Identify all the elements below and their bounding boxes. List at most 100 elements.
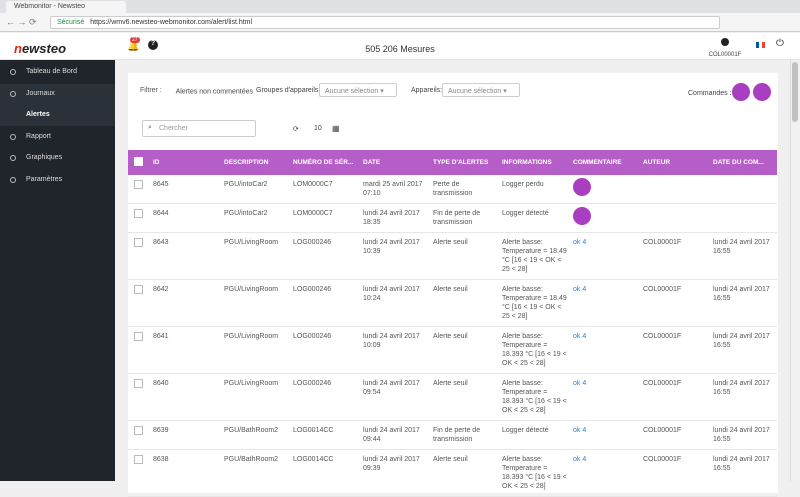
- device-select[interactable]: Aucune sélection ▾: [442, 83, 520, 97]
- cell-description: PGU/LivingRoom: [221, 279, 290, 327]
- menu-item[interactable]: Rapport: [0, 127, 115, 148]
- column-header[interactable]: AUTEUR: [640, 150, 710, 175]
- cell-id: 8640: [150, 373, 221, 421]
- device-select-value: Aucune sélection: [448, 88, 502, 95]
- cell-date: lundi 24 avril 2017 09:39: [360, 449, 430, 497]
- row-select[interactable]: [128, 203, 150, 233]
- cell-serial: LOG000246: [290, 326, 360, 374]
- sidebar: Tableau de Bord Journaux Alertes Rapport Gra…: [0, 60, 115, 481]
- checkbox[interactable]: [134, 285, 143, 294]
- bell-icon[interactable]: 🔔: [127, 41, 140, 52]
- comment-link[interactable]: ok 4: [570, 232, 640, 280]
- checkbox[interactable]: [134, 426, 143, 435]
- row-select[interactable]: [128, 279, 150, 327]
- table-row: 8644 PGU/intoCar2 LOM0000C7 lundi 24 avril …: [128, 203, 777, 233]
- page-size[interactable]: 10: [314, 125, 322, 132]
- cell-info: Alerte basse: Temperature = 18.49 °C [16…: [499, 279, 570, 327]
- checkbox[interactable]: [134, 180, 143, 189]
- menu-item[interactable]: Graphiques: [0, 148, 115, 169]
- column-header[interactable]: COMMENTAIRE: [570, 150, 640, 175]
- checkbox[interactable]: [134, 379, 143, 388]
- cell-author: COL00001F: [640, 279, 710, 327]
- comment-link[interactable]: ok 4: [570, 420, 640, 450]
- comment-link[interactable]: ok 4: [570, 449, 640, 497]
- comment-link[interactable]: ok 4: [570, 326, 640, 374]
- cell-date: mardi 25 avril 2017 07:10: [360, 175, 430, 204]
- cell-serial: LOG000246: [290, 232, 360, 280]
- group-select[interactable]: Aucune sélection ▾: [319, 83, 397, 97]
- row-select[interactable]: [128, 373, 150, 421]
- cell-type: Alerte seuil: [430, 279, 499, 327]
- empty-cell: [710, 203, 777, 233]
- edit-button[interactable]: [573, 178, 591, 196]
- table-row: 8638 PGU/BathRoom2 LOG0014CC lundi 24 avril…: [128, 449, 777, 497]
- cell-id: 8642: [150, 279, 221, 327]
- logo[interactable]: newsteo: [14, 41, 67, 56]
- search-placeholder: Chercher: [159, 125, 188, 132]
- checkbox[interactable]: [134, 238, 143, 247]
- refresh-button[interactable]: ⟳: [293, 126, 299, 133]
- measures-count: 505 206 Mesures: [365, 44, 435, 54]
- cell-comment-date: lundi 24 avril 2017 16:55: [710, 373, 777, 421]
- scrollbar-thumb[interactable]: [792, 62, 798, 122]
- menu-label: Journaux: [26, 89, 55, 97]
- row-select[interactable]: [128, 326, 150, 374]
- command-button[interactable]: [732, 83, 750, 101]
- row-select[interactable]: [128, 232, 150, 280]
- menu-item[interactable]: Alertes: [0, 105, 115, 126]
- select-all[interactable]: [128, 150, 150, 175]
- column-header[interactable]: TYPE D'ALERTES: [430, 150, 499, 175]
- browser-tab[interactable]: Webmonitor - Newsteo: [6, 1, 126, 13]
- column-header[interactable]: DESCRIPTION: [221, 150, 290, 175]
- scrollbar[interactable]: [790, 60, 800, 481]
- cell-description: PGU/intoCar2: [221, 203, 290, 233]
- column-header[interactable]: ID: [150, 150, 221, 175]
- row-select[interactable]: [128, 175, 150, 204]
- cell-author: COL00001F: [640, 232, 710, 280]
- help-icon[interactable]: ?: [148, 40, 158, 50]
- column-header[interactable]: NUMÉRO DE SÉR...: [290, 150, 360, 175]
- cell-author: COL00001F: [640, 420, 710, 450]
- flag[interactable]: [756, 42, 765, 48]
- menu-label: Tableau de Bord: [26, 68, 77, 75]
- menu-item[interactable]: Paramètres: [0, 170, 115, 191]
- table-row: 8643 PGU/LivingRoom LOG000246 lundi 24 avri…: [128, 232, 777, 280]
- cell-description: PGU/BathRoom2: [221, 449, 290, 497]
- table-row: 8642 PGU/LivingRoom LOG000246 lundi 24 avri…: [128, 279, 777, 327]
- power-icon[interactable]: ⏻: [776, 38, 784, 49]
- row-select[interactable]: [128, 420, 150, 450]
- table-body: 8645 PGU/intoCar2 LOM0000C7 mardi 25 avril …: [128, 175, 777, 497]
- column-header[interactable]: DATE DU COM...: [710, 150, 777, 175]
- cell-comment-date: lundi 24 avril 2017 16:55: [710, 232, 777, 280]
- column-header[interactable]: INFORMATIONS: [499, 150, 570, 175]
- cell-comment-date: lundi 24 avril 2017 16:55: [710, 326, 777, 374]
- checkbox[interactable]: [134, 455, 143, 464]
- comment-link[interactable]: ok 4: [570, 373, 640, 421]
- user-icon[interactable]: [721, 38, 729, 46]
- cell-date: lundi 24 avril 2017 10:24: [360, 279, 430, 327]
- search-icon: ⌕: [148, 124, 152, 131]
- row-select[interactable]: [128, 449, 150, 497]
- cell-id: 8639: [150, 420, 221, 450]
- cell-comment-date: lundi 24 avril 2017 16:55: [710, 449, 777, 497]
- checkbox[interactable]: [134, 209, 143, 218]
- menu-item[interactable]: Tableau de Bord: [0, 62, 115, 83]
- edit-button[interactable]: [573, 207, 591, 225]
- columns-button[interactable]: ▦: [332, 124, 340, 133]
- cell-author: COL00001F: [640, 373, 710, 421]
- checkbox[interactable]: [134, 332, 143, 341]
- nav-buttons[interactable]: ← → ⟳: [6, 17, 37, 27]
- unread-filter[interactable]: Alertes non commentées: [165, 87, 253, 96]
- content-card: Filtrer : Alertes non commentées Groupes…: [128, 73, 778, 497]
- column-header[interactable]: DATE: [360, 150, 430, 175]
- url-field[interactable]: Sécurisé https://wmv6.newsteo-webmonitor.…: [50, 16, 720, 29]
- cell-info: Logger perdu: [499, 175, 570, 204]
- search-field[interactable]: ⌕ Chercher: [142, 120, 256, 137]
- command-button[interactable]: [753, 83, 771, 101]
- menu-item[interactable]: Journaux: [0, 83, 115, 105]
- menu-label: Rapport: [26, 132, 51, 140]
- user-name[interactable]: COL00001F: [708, 52, 742, 58]
- alerts-table: ID DESCRIPTION NUMÉRO DE SÉR... DATE TYPE D'…: [128, 150, 777, 497]
- comment-link[interactable]: ok 4: [570, 279, 640, 327]
- app-header: newsteo 🔔 27 ? 505 206 Mesures COL00001F…: [0, 33, 800, 60]
